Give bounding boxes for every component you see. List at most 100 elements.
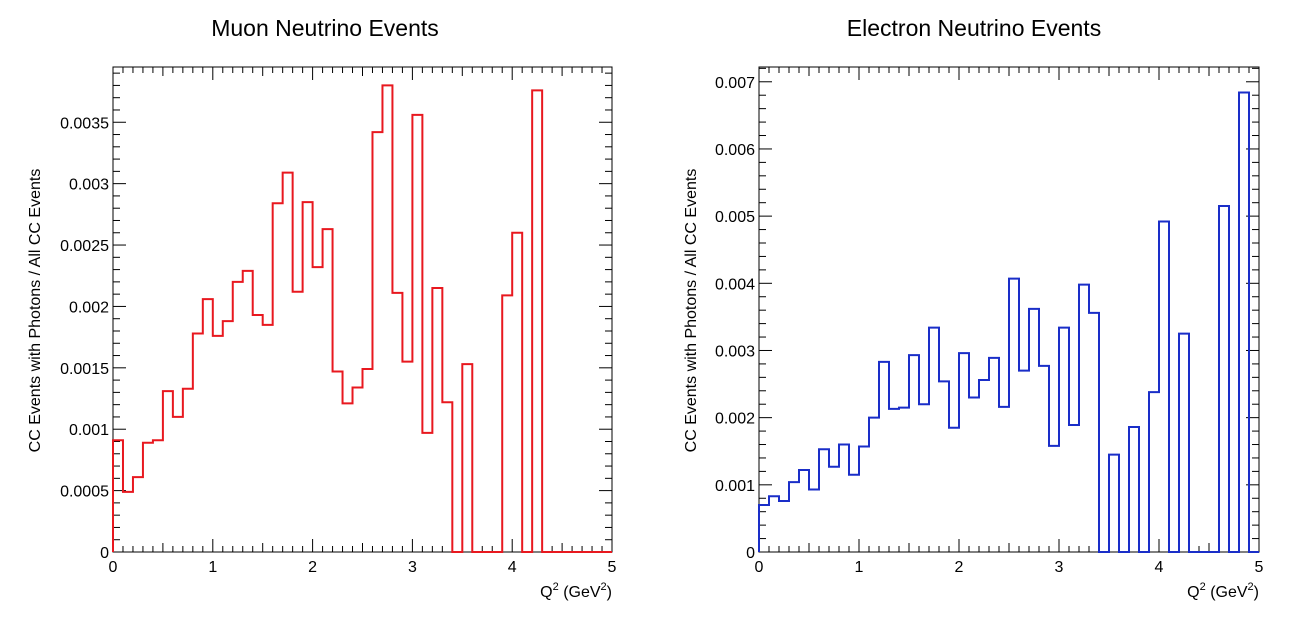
histogram-line: [758, 91, 1259, 553]
y-tick-label: 0.005: [715, 209, 755, 226]
histogram-bin: [502, 295, 512, 552]
histogram-bin: [879, 362, 889, 552]
histogram-bin: [1239, 93, 1249, 552]
histogram-bin: [512, 233, 522, 552]
histogram-bin: [759, 505, 769, 552]
histogram-bin: [233, 282, 243, 552]
histogram-bin: [789, 482, 799, 552]
x-tick-label: 4: [1155, 559, 1164, 576]
histogram-bin: [1159, 222, 1169, 552]
histogram-bin: [779, 501, 789, 552]
histogram-bin: [1059, 328, 1069, 552]
histogram-bin: [909, 355, 919, 552]
histogram-bin: [203, 299, 213, 552]
y-axis: 0 0.0005 0.001 0.0015 0.002 0.0025 0.003 0.0035: [60, 72, 612, 562]
histogram-bin: [223, 321, 233, 552]
histogram-bin: [959, 353, 969, 552]
histogram-bin: [1079, 285, 1089, 552]
histogram-bin: [422, 433, 432, 552]
histogram-bin: [333, 372, 343, 552]
chart-title: Electron Neutrino Events: [847, 15, 1101, 41]
y-axis-label: CC Events with Photons / All CC Events: [683, 169, 700, 453]
x-tick-label: 2: [955, 559, 964, 576]
histogram-bin: [432, 288, 442, 552]
histogram-bin: [323, 229, 333, 552]
histogram-bin: [273, 203, 283, 552]
histogram-bin: [1039, 366, 1049, 552]
y-tick-label: 0.007: [715, 75, 755, 92]
histogram-bin: [402, 362, 412, 552]
x-axis: 0 1 2 3 4 5: [109, 67, 617, 576]
chart-title: Muon Neutrino Events: [211, 15, 439, 41]
chart-1: Electron Neutrino Events 0 1 2 3 4 5 0 0.001 0.00…: [683, 15, 1264, 601]
histogram-bin: [462, 364, 472, 552]
x-tick-label: 4: [508, 559, 517, 576]
x-tick-label: 5: [1255, 559, 1264, 576]
y-tick-label: 0.004: [715, 276, 755, 293]
histogram-bin: [939, 381, 949, 552]
histogram-bin: [243, 271, 253, 552]
histogram-bin: [123, 492, 133, 552]
y-tick-label: 0.0015: [60, 361, 109, 378]
histogram-line: [112, 84, 612, 553]
histogram-bin: [363, 369, 373, 552]
histogram-bin: [869, 418, 879, 552]
histogram-bin: [769, 496, 779, 552]
y-tick-label: 0.003: [715, 343, 755, 360]
histogram-bin: [1149, 392, 1159, 552]
y-tick-label: 0.0025: [60, 238, 109, 255]
y-tick-label: 0.002: [715, 411, 755, 428]
histogram-bin: [919, 404, 929, 552]
y-tick-label: 0.001: [715, 478, 755, 495]
histogram-bin: [372, 132, 382, 552]
y-tick-label: 0: [100, 545, 109, 562]
histogram-bin: [412, 115, 422, 552]
y-tick-label: 0.0035: [60, 115, 109, 132]
x-tick-label: 1: [208, 559, 217, 576]
histogram-bin: [353, 387, 363, 552]
histogram-bin: [1109, 455, 1119, 552]
histogram-bin: [143, 443, 153, 552]
histogram-bin: [829, 467, 839, 552]
histogram-bin: [173, 417, 183, 552]
histogram-bin: [382, 85, 392, 552]
x-tick-label: 0: [755, 559, 764, 576]
histogram-bin: [1069, 425, 1079, 552]
histogram-bin: [969, 397, 979, 552]
histogram-bin: [283, 173, 293, 552]
histogram-bin: [859, 447, 869, 552]
histogram-bin: [809, 490, 819, 552]
chart-0: Muon Neutrino Events 0 1 2 3 4 5 0 0.0005 0.001 0.…: [27, 15, 617, 601]
y-tick-label: 0: [746, 545, 755, 562]
histogram-bin: [183, 389, 193, 552]
histogram-bin: [1009, 279, 1019, 552]
histogram-bin: [1179, 334, 1189, 552]
histogram-bin: [442, 402, 452, 552]
histogram-bin: [293, 292, 303, 552]
x-axis-label: Q2 (GeV2): [1187, 581, 1259, 601]
histogram-bin: [313, 267, 323, 552]
histogram-bin: [929, 328, 939, 552]
histogram-bin: [213, 336, 223, 552]
y-tick-label: 0.0005: [60, 484, 109, 501]
y-axis: 0 0.001 0.002 0.003 0.004 0.005 0.006 0.007: [715, 67, 1259, 562]
histogram-bin: [1129, 427, 1139, 552]
histogram-bin: [153, 440, 163, 552]
histogram-bin: [999, 407, 1009, 552]
histogram-bin: [1219, 206, 1229, 552]
histogram-bin: [899, 408, 909, 552]
histogram-bin: [979, 380, 989, 552]
histogram-bin: [263, 325, 273, 552]
histogram-bins: [759, 93, 1249, 552]
histogram-bin: [392, 293, 402, 552]
x-tick-label: 3: [1055, 559, 1064, 576]
histogram-bin: [799, 470, 809, 552]
x-tick-label: 0: [109, 559, 118, 576]
x-axis: 0 1 2 3 4 5: [755, 67, 1264, 576]
histogram-bin: [133, 477, 143, 552]
histogram-bin: [839, 445, 849, 552]
x-tick-label: 5: [608, 559, 617, 576]
histogram-bin: [303, 202, 313, 552]
histogram-bin: [1049, 446, 1059, 552]
